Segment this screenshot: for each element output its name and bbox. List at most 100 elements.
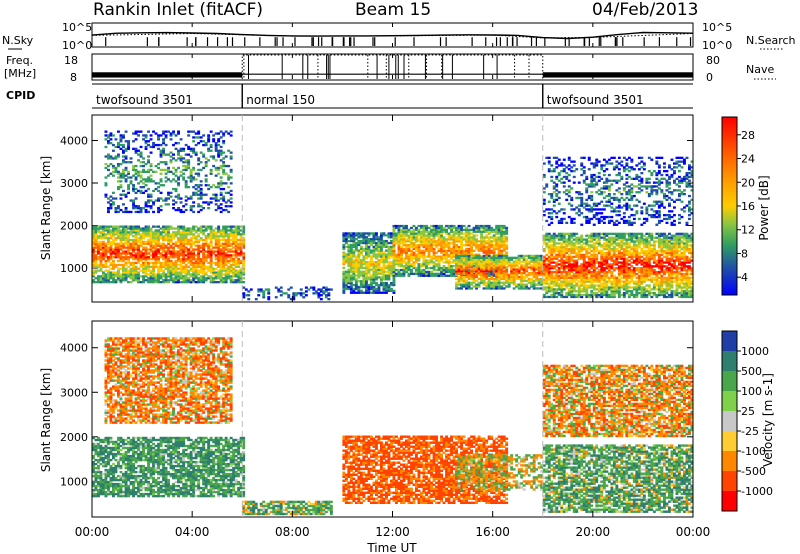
power-cell [560,246,564,249]
power-cell [142,207,145,210]
power-cell [352,255,356,258]
power-cell [94,271,98,274]
power-cell [224,229,228,232]
power-cell [572,286,576,289]
power-cell [397,228,401,231]
power-cell [219,261,223,265]
power-cell [387,274,391,277]
power-cell [432,272,436,275]
power-cell [487,287,491,290]
power-cell [184,235,188,238]
power-cell [204,225,208,228]
power-cell [127,244,130,247]
power-cell [547,255,551,258]
power-cell [234,235,238,238]
power-cell [349,289,353,292]
power-cell [392,245,396,248]
power-cell [99,248,103,251]
power-cell [577,248,581,251]
power-cell [342,234,346,237]
power-cell [460,254,463,258]
power-cell [520,266,524,269]
power-cell [502,270,506,273]
power-cell [222,170,226,173]
power-cell [202,256,206,259]
power-cell [547,267,551,270]
power-cell [400,257,403,260]
power-cell [377,287,381,291]
power-cell [580,234,584,237]
power-cell [217,166,221,170]
power-cell [177,132,180,135]
power-cell [480,242,483,245]
power-cell [207,261,211,265]
power-cell [467,268,471,272]
power-cell [402,266,406,270]
power-cell [432,238,436,241]
power-cell [455,265,458,268]
power-cell [517,256,521,259]
power-cell [247,294,251,297]
power-cell [199,189,203,193]
power-cell [202,273,206,276]
power-cell [124,155,128,158]
power-cell [152,240,155,244]
power-cell [187,254,191,257]
power-cell [425,234,428,237]
power-cell [452,272,456,275]
power-cell [367,232,371,235]
power-cell [377,253,381,256]
power-cell [495,244,499,247]
power-cell [129,210,133,214]
power-cell [209,275,213,278]
power-cell [219,235,223,238]
power-cell [124,273,128,276]
power-cell [567,267,571,270]
power-cell [575,278,579,281]
power-cell [187,227,191,230]
power-cell [457,228,461,231]
power-cell [387,247,391,250]
power-cell [122,267,125,270]
power-cell [517,254,521,258]
power-cell [144,180,148,183]
power-cell [132,267,135,270]
power-cell [455,262,458,265]
power-cell [500,256,504,259]
power-cell [545,267,549,270]
power-cell [209,227,213,230]
power-cell [212,267,216,270]
power-cell [505,232,509,235]
power-cell [242,233,246,236]
power-cell [375,232,378,235]
power-cell [144,163,148,166]
power-cell [452,249,456,252]
power-cell [560,280,564,283]
power-cell [212,140,216,143]
power-cell [472,272,476,275]
power-cell [477,260,481,263]
power-cell [134,176,138,179]
power-cell [592,292,596,295]
power-cell [182,250,186,253]
power-cell [370,243,373,247]
power-cell [134,267,138,270]
power-cell [207,187,211,191]
power-cell [132,263,135,267]
power-cell [530,266,534,269]
power-cell [472,275,476,279]
power-cell [319,298,323,301]
power-cell [357,280,361,283]
freq-left-tick-top: 18 [64,54,78,67]
power-cell [570,284,574,287]
power-cell [239,233,243,236]
power-cell [159,248,163,251]
power-cell [585,251,589,255]
power-cell [512,256,516,259]
power-cell [460,230,463,233]
power-cell [405,224,408,228]
power-cell [407,261,411,264]
power-cell [224,244,228,247]
power-cell [467,285,471,288]
power-cell [232,259,236,263]
